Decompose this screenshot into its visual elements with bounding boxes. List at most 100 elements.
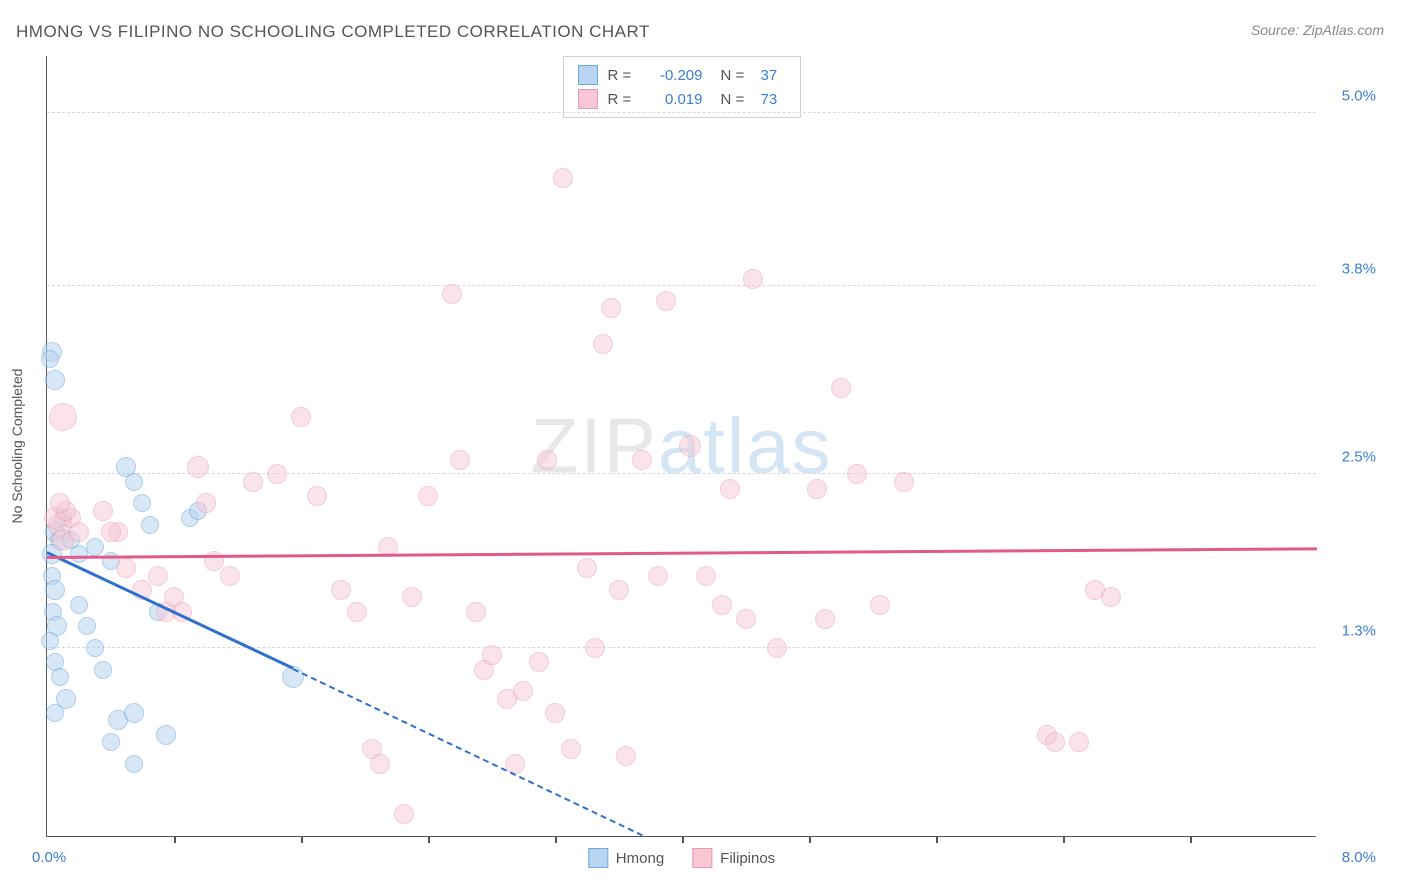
legend-swatch [578,89,598,109]
data-point-filipinos [632,450,652,470]
data-point-filipinos [553,168,573,188]
data-point-filipinos [648,566,668,586]
data-point-filipinos [267,464,287,484]
x-tick [1063,836,1065,843]
x-tick [174,836,176,843]
data-point-hmong [141,516,159,534]
data-point-hmong [125,755,143,773]
data-point-filipinos [767,638,787,658]
data-point-filipinos [743,269,763,289]
data-point-filipinos [370,754,390,774]
legend-r-label: R = [608,67,638,84]
legend-stats-row: R = -0.209 N = 37 [578,63,786,87]
data-point-filipinos [712,595,732,615]
data-point-filipinos [466,602,486,622]
y-gridline [47,285,1316,286]
data-point-filipinos [148,566,168,586]
data-point-filipinos [561,739,581,759]
legend-stats: R =-0.209N =37R =0.019N =73 [563,56,801,118]
data-point-filipinos [537,450,557,470]
x-tick [428,836,430,843]
data-point-filipinos [870,595,890,615]
y-gridline [47,647,1316,648]
legend-series-item: Hmong [588,848,664,868]
data-point-filipinos [815,609,835,629]
data-point-filipinos [331,580,351,600]
data-point-hmong [133,494,151,512]
data-point-filipinos [450,450,470,470]
data-point-filipinos [577,558,597,578]
data-point-filipinos [196,493,216,513]
data-point-filipinos [394,804,414,824]
legend-series-item: Filipinos [692,848,775,868]
x-tick [555,836,557,843]
legend-r-label: R = [608,91,638,108]
data-point-hmong [78,617,96,635]
legend-series-label: Hmong [616,850,664,867]
chart-title: HMONG VS FILIPINO NO SCHOOLING COMPLETED… [16,22,650,42]
data-point-filipinos [291,407,311,427]
data-point-filipinos [69,522,89,542]
y-gridline [47,473,1316,474]
data-point-filipinos [720,479,740,499]
legend-r-value: -0.209 [648,67,703,84]
legend-series: Hmong Filipinos [588,848,775,868]
x-tick [809,836,811,843]
plot-area: No Schooling Completed 0.0% 8.0% ZIPatla… [46,56,1316,837]
legend-n-value: 37 [761,67,786,84]
data-point-filipinos [696,566,716,586]
data-point-hmong [45,370,65,390]
watermark-zip: ZIP [530,402,657,490]
data-point-filipinos [513,681,533,701]
data-point-filipinos [656,291,676,311]
data-point-hmong [125,473,143,491]
x-origin-label: 0.0% [32,849,66,866]
y-tick-label: 1.3% [1326,622,1376,639]
data-point-filipinos [220,566,240,586]
legend-r-value: 0.019 [648,91,703,108]
data-point-filipinos [116,558,136,578]
data-point-hmong [41,350,59,368]
data-point-hmong [102,733,120,751]
data-point-hmong [70,596,88,614]
y-axis-label: No Schooling Completed [9,369,25,524]
data-point-filipinos [545,703,565,723]
data-point-filipinos [442,284,462,304]
x-tick [301,836,303,843]
data-point-filipinos [831,378,851,398]
data-point-hmong [86,639,104,657]
data-point-filipinos [402,587,422,607]
data-point-filipinos [482,645,502,665]
data-point-filipinos [616,746,636,766]
data-point-filipinos [736,609,756,629]
data-point-filipinos [601,298,621,318]
data-point-filipinos [529,652,549,672]
data-point-filipinos [418,486,438,506]
data-point-filipinos [609,580,629,600]
legend-swatch [578,65,598,85]
data-point-hmong [124,703,144,723]
data-point-hmong [46,704,64,722]
data-point-filipinos [187,456,209,478]
data-point-hmong [41,632,59,650]
x-tick [682,836,684,843]
legend-n-label: N = [721,67,751,84]
data-point-filipinos [1045,732,1065,752]
y-gridline [47,112,1316,113]
data-point-hmong [45,580,65,600]
y-tick-label: 5.0% [1326,87,1376,104]
data-point-filipinos [101,522,121,542]
data-point-filipinos [679,435,701,457]
y-tick-label: 2.5% [1326,449,1376,466]
data-point-filipinos [307,486,327,506]
data-point-filipinos [585,638,605,658]
trendline [47,547,1317,558]
data-point-filipinos [593,334,613,354]
y-tick-label: 3.8% [1326,261,1376,278]
data-point-filipinos [243,472,263,492]
data-point-filipinos [894,472,914,492]
legend-n-label: N = [721,91,751,108]
data-point-hmong [94,661,112,679]
data-point-filipinos [807,479,827,499]
legend-series-label: Filipinos [720,850,775,867]
